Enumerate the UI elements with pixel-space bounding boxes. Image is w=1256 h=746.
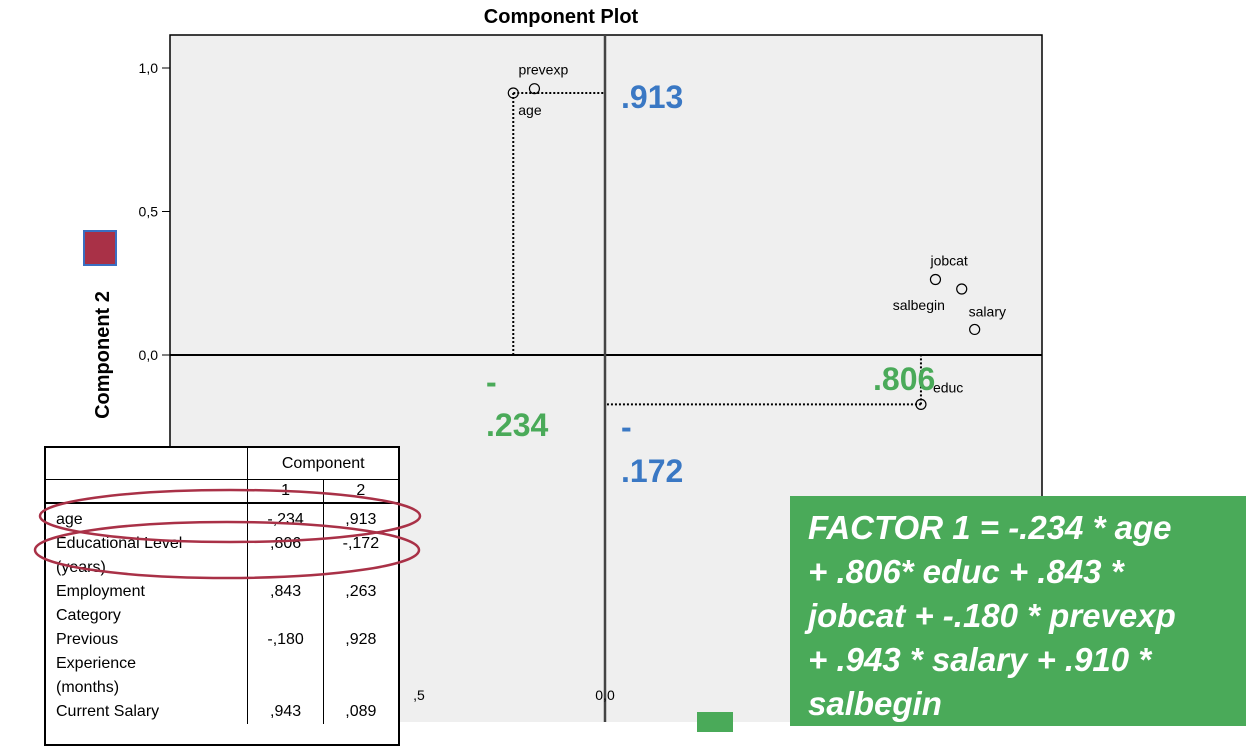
axes	[170, 35, 1042, 722]
point-prevexp	[528, 83, 541, 95]
annotation-5: .806	[873, 361, 935, 397]
table-row-label: age	[56, 511, 83, 528]
points: age prevexp educ jobcat salbegin salary	[507, 62, 1006, 410]
table-row: Educational Level (years) ,806 -,172	[46, 532, 398, 580]
table-cell-c2: ,089	[322, 700, 398, 724]
component-2-legend-swatch	[83, 230, 117, 266]
table-row-label: Educational Level (years)	[56, 535, 183, 576]
tick-labels: 1,0 0,5 0,0 ,5 0,0	[139, 60, 615, 703]
y-tick-label: 0,5	[139, 204, 159, 220]
table-col-2: 2	[322, 479, 398, 504]
annotation-2: .234	[486, 407, 548, 443]
table-cell-c2: ,928	[322, 628, 398, 700]
chart-title: Component Plot	[484, 6, 639, 28]
formula-line: salbegin	[808, 685, 942, 722]
annotations: .913 - .234 - .172 .806	[486, 79, 935, 489]
table-cell-c1: -,234	[247, 503, 324, 532]
point-salary	[969, 323, 981, 336]
table-cell-c1: ,843	[247, 580, 324, 628]
y-tick-label: 1,0	[139, 60, 159, 76]
component-1-legend-swatch	[697, 712, 733, 732]
point-label-prevexp: prevexp	[518, 62, 568, 78]
component-matrix-table: Component 1 2 age -,234,913 Educational Le…	[44, 446, 400, 746]
point-label-educ: educ	[933, 379, 963, 395]
table-cell-c2: -,172	[322, 532, 398, 580]
table-row-label: Previous Experience (months)	[56, 631, 137, 696]
point-label-salary: salary	[969, 303, 1006, 319]
point-label-salbegin: salbegin	[893, 297, 945, 313]
formula-line: + .943 * salary + .910 *	[808, 641, 1152, 678]
table-cell-c2: ,913	[322, 503, 398, 532]
table-cell-c2: ,263	[322, 580, 398, 628]
point-label-age: age	[518, 102, 542, 118]
table-cell-c1: ,806	[247, 532, 324, 580]
x-tick-label: ,5	[413, 687, 425, 703]
formula-line: jobcat + -.180 * prevexp	[808, 597, 1176, 634]
table-row: Employment Category ,843,263	[46, 580, 398, 628]
annotation-3: -	[621, 409, 632, 445]
factor-formula-box: FACTOR 1 = -.234 * age + .806* educ + .84…	[790, 496, 1246, 726]
point-age	[507, 87, 519, 99]
point-jobcat	[929, 273, 942, 286]
table-row: age -,234,913	[46, 503, 398, 532]
point-educ	[915, 398, 927, 410]
table-col-1: 1	[247, 479, 324, 504]
formula-line: + .806* educ + .843 *	[808, 553, 1124, 590]
table-row-label: Employment Category	[56, 583, 145, 624]
annotation-0: .913	[621, 79, 683, 115]
y-tick-label: 0,0	[139, 347, 159, 363]
y-axis-label: Component 2	[92, 291, 114, 419]
x-tick-label: 0,0	[595, 687, 615, 703]
table-cell-c1: -,180	[247, 628, 324, 700]
point-label-jobcat: jobcat	[929, 253, 967, 269]
table-row: Current Salary ,943,089	[46, 700, 398, 724]
formula-line: FACTOR 1 = -.234 * age	[808, 509, 1172, 546]
projection-guides	[512, 91, 922, 406]
table-row: Previous Experience (months) -,180,928	[46, 628, 398, 700]
table-header-component: Component	[247, 448, 398, 480]
point-salbegin	[956, 283, 968, 295]
table-row-label: Current Salary	[56, 703, 160, 720]
annotation-1: -	[486, 364, 497, 400]
table-cell-c1: ,943	[247, 700, 324, 724]
annotation-4: .172	[621, 453, 683, 489]
